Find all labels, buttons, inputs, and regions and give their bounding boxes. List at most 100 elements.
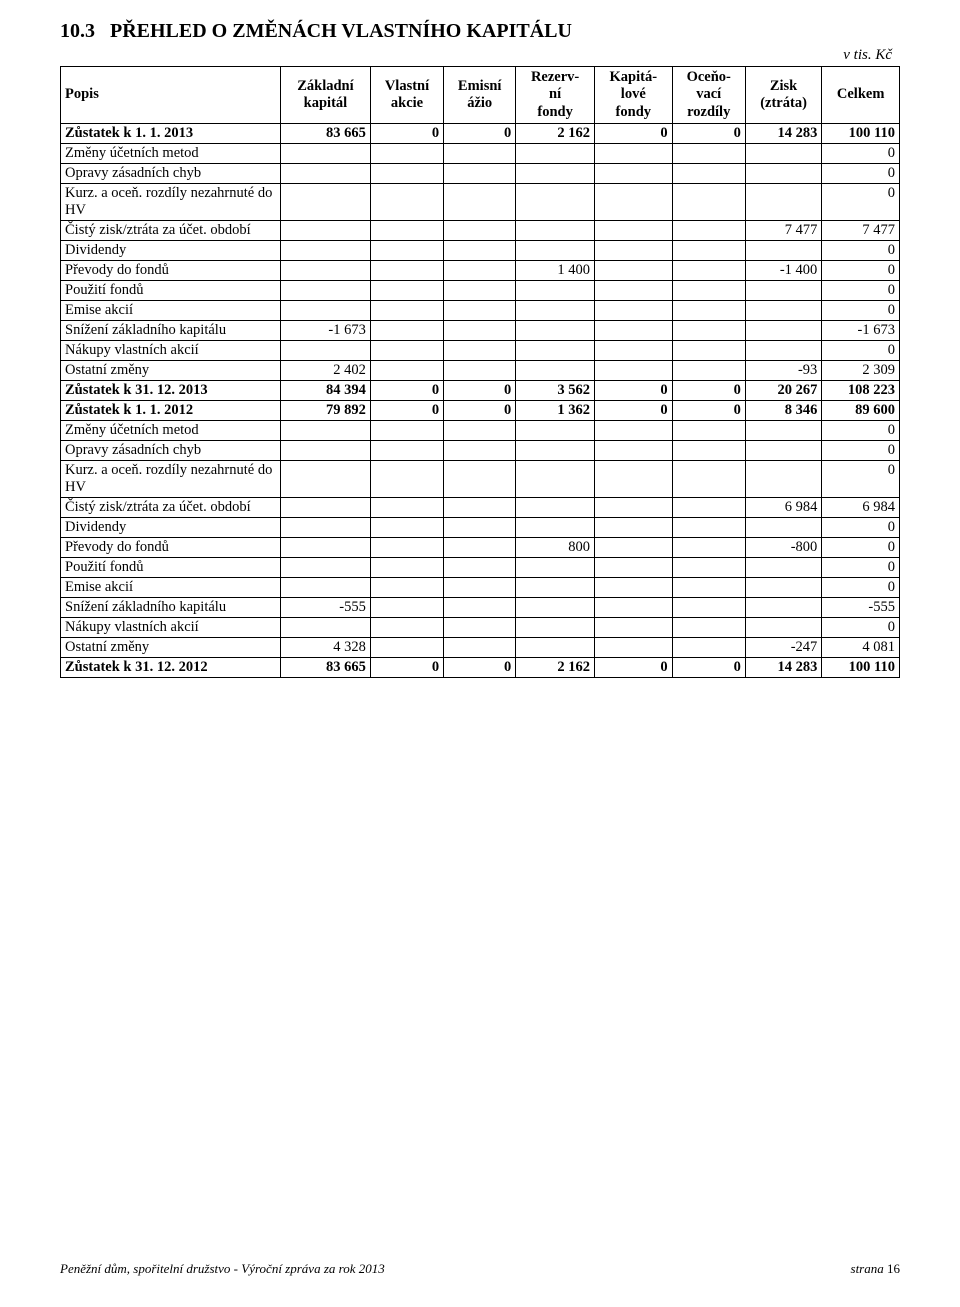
- cell-value: [745, 578, 822, 598]
- cell-value: [444, 144, 516, 164]
- table-row: Dividendy0: [61, 241, 900, 261]
- cell-value: [444, 558, 516, 578]
- cell-value: 0: [822, 461, 900, 498]
- cell-value: [594, 281, 672, 301]
- cell-value: 2 162: [516, 124, 595, 144]
- cell-value: [370, 321, 443, 341]
- cell-value: -555: [281, 598, 371, 618]
- column-header: Rezerv-nífondy: [516, 67, 595, 124]
- cell-value: [444, 184, 516, 221]
- cell-value: 0: [822, 578, 900, 598]
- cell-value: 0: [370, 381, 443, 401]
- row-label: Zůstatek k 31. 12. 2012: [61, 658, 281, 678]
- row-label: Nákupy vlastních akcií: [61, 341, 281, 361]
- row-label: Snížení základního kapitálu: [61, 321, 281, 341]
- cell-value: [370, 638, 443, 658]
- cell-value: [672, 461, 745, 498]
- row-label: Čistý zisk/ztráta za účet. období: [61, 221, 281, 241]
- cell-value: 0: [444, 658, 516, 678]
- column-header: Základníkapitál: [281, 67, 371, 124]
- footer-right: strana 16: [851, 1261, 900, 1277]
- cell-value: [444, 498, 516, 518]
- cell-value: [745, 164, 822, 184]
- cell-value: [444, 538, 516, 558]
- cell-value: [444, 241, 516, 261]
- cell-value: [672, 518, 745, 538]
- cell-value: [370, 184, 443, 221]
- table-row: Změny účetních metod0: [61, 144, 900, 164]
- cell-value: [516, 321, 595, 341]
- table-row: Použití fondů0: [61, 558, 900, 578]
- cell-value: 20 267: [745, 381, 822, 401]
- cell-value: 0: [822, 558, 900, 578]
- table-row: Nákupy vlastních akcií 0: [61, 618, 900, 638]
- cell-value: 1 400: [516, 261, 595, 281]
- cell-value: [370, 498, 443, 518]
- cell-value: [672, 281, 745, 301]
- cell-value: [281, 498, 371, 518]
- cell-value: [672, 164, 745, 184]
- cell-value: 0: [444, 381, 516, 401]
- cell-value: 0: [822, 184, 900, 221]
- column-header: Oceňo-vacírozdíly: [672, 67, 745, 124]
- row-label: Použití fondů: [61, 281, 281, 301]
- cell-value: 0: [594, 401, 672, 421]
- cell-value: [745, 341, 822, 361]
- table-row: Zůstatek k 1. 1. 201279 892001 362008 34…: [61, 401, 900, 421]
- cell-value: [594, 578, 672, 598]
- cell-value: [370, 144, 443, 164]
- cell-value: 2 309: [822, 361, 900, 381]
- cell-value: 0: [822, 421, 900, 441]
- cell-value: [516, 221, 595, 241]
- cell-value: [370, 518, 443, 538]
- cell-value: 0: [822, 618, 900, 638]
- row-label: Čistý zisk/ztráta za účet. období: [61, 498, 281, 518]
- equity-changes-table: PopisZákladníkapitálVlastníakcieEmisníáž…: [60, 66, 900, 678]
- cell-value: 800: [516, 538, 595, 558]
- cell-value: [745, 598, 822, 618]
- cell-value: [370, 301, 443, 321]
- cell-value: [594, 361, 672, 381]
- cell-value: [672, 638, 745, 658]
- table-row: Převody do fondů1 400-1 4000: [61, 261, 900, 281]
- cell-value: [281, 538, 371, 558]
- footer-page-number: 16: [887, 1261, 900, 1276]
- row-label: Kurz. a oceň. rozdíly nezahrnuté do HV: [61, 184, 281, 221]
- cell-value: [516, 598, 595, 618]
- row-label: Ostatní změny: [61, 638, 281, 658]
- cell-value: [370, 164, 443, 184]
- row-label: Zůstatek k 1. 1. 2012: [61, 401, 281, 421]
- cell-value: [444, 301, 516, 321]
- cell-value: [281, 301, 371, 321]
- cell-value: [594, 518, 672, 538]
- cell-value: [370, 341, 443, 361]
- cell-value: [672, 221, 745, 241]
- cell-value: [672, 618, 745, 638]
- section-number: 10.3: [60, 20, 95, 42]
- row-label: Nákupy vlastních akcií: [61, 618, 281, 638]
- cell-value: [444, 461, 516, 498]
- table-row: Převody do fondů800-8000: [61, 538, 900, 558]
- cell-value: 0: [672, 658, 745, 678]
- cell-value: [594, 301, 672, 321]
- cell-value: 0: [594, 381, 672, 401]
- cell-value: 3 562: [516, 381, 595, 401]
- cell-value: [745, 144, 822, 164]
- page-container: 10.3 PŘEHLED O ZMĚNÁCH VLASTNÍHO KAPITÁL…: [0, 0, 960, 1307]
- table-row: Snížení základního kapitálu-555-555: [61, 598, 900, 618]
- section-title-text: PŘEHLED O ZMĚNÁCH VLASTNÍHO KAPITÁLU: [110, 20, 572, 42]
- cell-value: [370, 241, 443, 261]
- cell-value: [672, 301, 745, 321]
- cell-value: [745, 184, 822, 221]
- cell-value: [594, 638, 672, 658]
- row-label: Ostatní změny: [61, 361, 281, 381]
- cell-value: [281, 341, 371, 361]
- cell-value: [672, 361, 745, 381]
- cell-value: 83 665: [281, 658, 371, 678]
- cell-value: [594, 164, 672, 184]
- row-label: Opravy zásadních chyb: [61, 164, 281, 184]
- table-row: Čistý zisk/ztráta za účet. období6 9846 …: [61, 498, 900, 518]
- cell-value: 108 223: [822, 381, 900, 401]
- row-label: Změny účetních metod: [61, 144, 281, 164]
- table-row: Snížení základního kapitálu-1 673-1 673: [61, 321, 900, 341]
